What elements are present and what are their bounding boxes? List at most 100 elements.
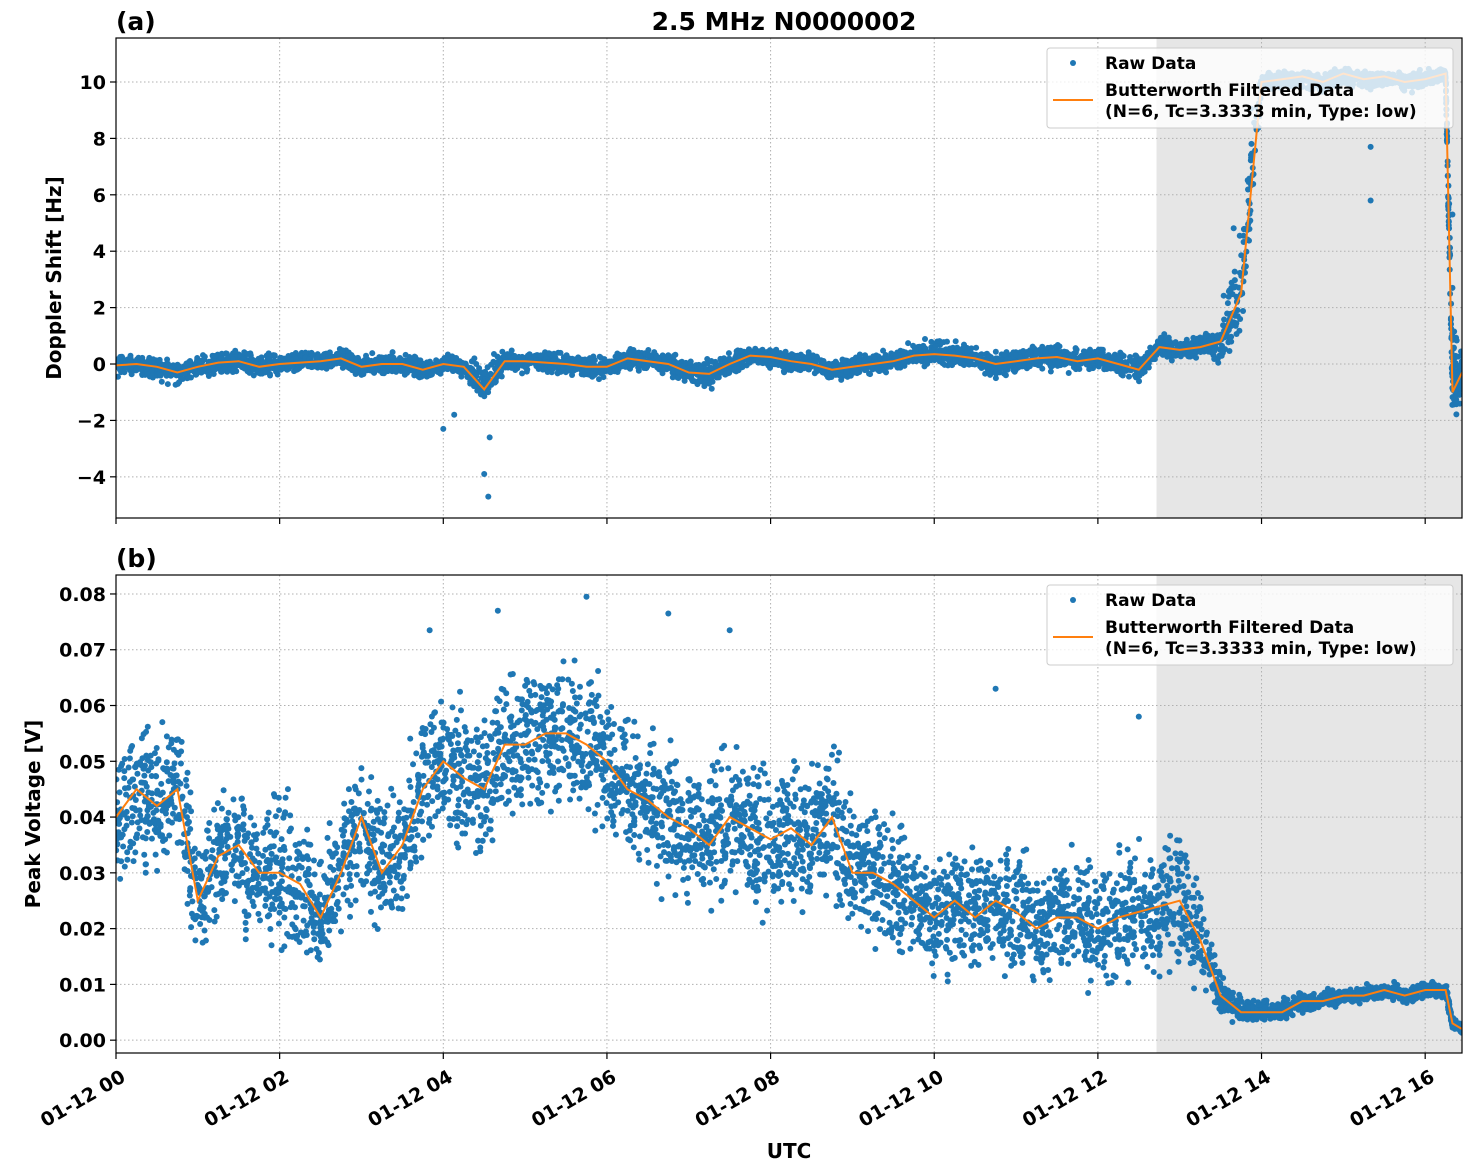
raw-point bbox=[152, 851, 159, 858]
raw-point bbox=[923, 357, 930, 364]
raw-point bbox=[1193, 354, 1200, 361]
raw-point bbox=[293, 355, 300, 362]
raw-point bbox=[576, 355, 583, 362]
raw-point bbox=[936, 338, 943, 345]
raw-point bbox=[218, 355, 225, 362]
raw-point bbox=[1147, 344, 1154, 351]
raw-point bbox=[905, 340, 912, 347]
raw-point bbox=[1458, 348, 1462, 355]
raw-point bbox=[1240, 232, 1247, 239]
raw-point bbox=[1165, 350, 1172, 357]
raw-point bbox=[136, 825, 143, 832]
raw-point bbox=[116, 373, 121, 380]
raw-point bbox=[127, 838, 134, 845]
raw-point bbox=[986, 352, 993, 359]
raw-point bbox=[166, 832, 173, 839]
raw-point bbox=[293, 366, 300, 373]
raw-point bbox=[148, 360, 155, 367]
raw-point bbox=[138, 735, 145, 742]
raw-point bbox=[116, 840, 121, 847]
raw-point bbox=[645, 346, 652, 353]
raw-point bbox=[590, 371, 597, 378]
raw-point bbox=[606, 358, 613, 365]
raw-point bbox=[141, 851, 148, 858]
raw-point bbox=[1139, 370, 1146, 377]
legend-box bbox=[1046, 47, 1454, 129]
raw-point bbox=[763, 356, 770, 363]
raw-point bbox=[1127, 354, 1134, 361]
raw-point bbox=[1047, 368, 1054, 375]
raw-point bbox=[224, 355, 231, 362]
raw-point bbox=[537, 352, 544, 359]
y-tick-label: −4 bbox=[77, 467, 106, 489]
legend-filtered-params: (N=6, Tc=3.3333 min, Type: low) bbox=[1105, 102, 1417, 122]
raw-point bbox=[159, 719, 166, 726]
raw-point bbox=[1003, 349, 1010, 356]
raw-point bbox=[359, 358, 366, 365]
raw-point bbox=[715, 374, 722, 381]
raw-point bbox=[708, 385, 715, 392]
raw-point bbox=[339, 348, 346, 355]
raw-point bbox=[922, 335, 929, 342]
raw-point bbox=[165, 817, 172, 824]
raw-point bbox=[1157, 334, 1164, 341]
raw-point bbox=[426, 358, 433, 365]
raw-point bbox=[941, 355, 948, 362]
raw-point bbox=[497, 371, 504, 378]
raw-point bbox=[183, 360, 190, 367]
y-tick-label: 2 bbox=[93, 298, 106, 320]
raw-point bbox=[389, 349, 396, 356]
raw-outlier-point bbox=[481, 471, 488, 478]
raw-point bbox=[838, 376, 845, 383]
raw-point bbox=[127, 358, 134, 365]
raw-point bbox=[900, 351, 907, 358]
y-tick-label: 0.03 bbox=[59, 863, 106, 885]
y-tick-label: 0.04 bbox=[59, 807, 106, 829]
raw-point bbox=[551, 350, 558, 357]
raw-point bbox=[920, 342, 927, 349]
raw-point bbox=[1076, 361, 1083, 368]
raw-point bbox=[855, 358, 862, 365]
raw-point bbox=[230, 368, 237, 375]
raw-point bbox=[167, 372, 174, 379]
raw-point bbox=[443, 356, 450, 363]
raw-point bbox=[778, 353, 785, 360]
raw-point bbox=[138, 779, 145, 786]
raw-point bbox=[148, 764, 155, 771]
raw-point bbox=[169, 765, 176, 772]
raw-point bbox=[1197, 349, 1204, 356]
raw-point bbox=[650, 362, 657, 369]
raw-point bbox=[651, 349, 658, 356]
raw-point bbox=[145, 789, 152, 796]
raw-point bbox=[1185, 353, 1192, 360]
raw-point bbox=[363, 352, 370, 359]
raw-point bbox=[1247, 151, 1254, 158]
raw-point bbox=[597, 369, 604, 376]
raw-point bbox=[117, 875, 124, 882]
raw-point bbox=[1144, 349, 1151, 356]
raw-point bbox=[882, 356, 889, 363]
y-axis-label-a: Doppler Shift [Hz] bbox=[42, 176, 66, 380]
raw-point bbox=[655, 356, 662, 363]
raw-point bbox=[265, 350, 272, 357]
raw-point bbox=[211, 353, 218, 360]
raw-point bbox=[1119, 351, 1126, 358]
raw-point bbox=[120, 843, 127, 850]
raw-point bbox=[1084, 354, 1091, 361]
raw-point bbox=[531, 352, 538, 359]
raw-point bbox=[142, 861, 149, 868]
raw-point bbox=[158, 780, 165, 787]
raw-point bbox=[121, 811, 128, 818]
raw-point bbox=[270, 352, 277, 359]
raw-point bbox=[379, 370, 386, 377]
y-tick-label: 4 bbox=[93, 241, 106, 263]
raw-point bbox=[138, 762, 145, 769]
raw-point bbox=[1177, 340, 1184, 347]
raw-point bbox=[1077, 354, 1084, 361]
raw-point bbox=[1225, 339, 1232, 346]
raw-point bbox=[717, 355, 724, 362]
raw-point bbox=[893, 353, 900, 360]
raw-point bbox=[952, 358, 959, 365]
